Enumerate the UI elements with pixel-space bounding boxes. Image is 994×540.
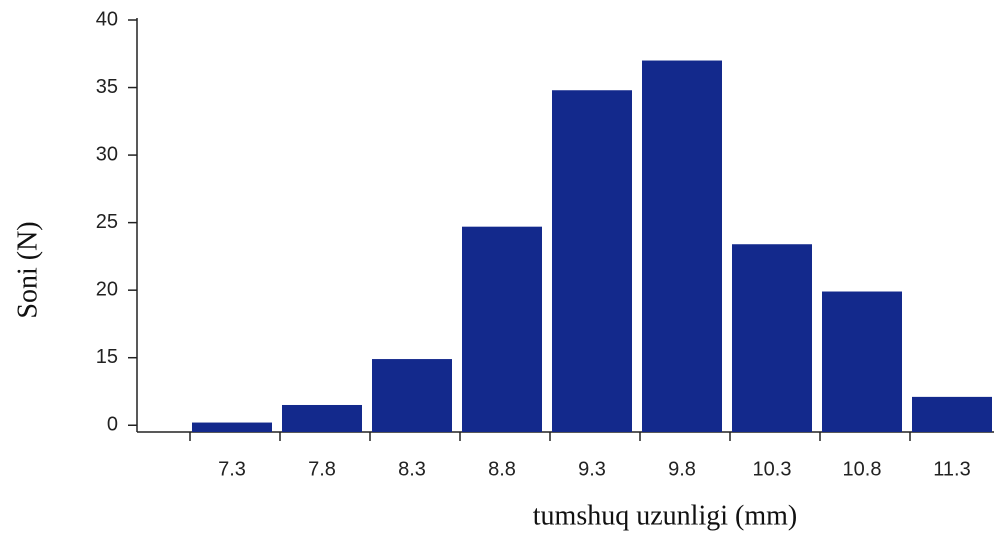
bar <box>822 291 902 432</box>
bar <box>912 396 992 432</box>
y-tick-label: 0 <box>107 414 118 436</box>
x-tick-label: 9.3 <box>578 458 606 480</box>
x-tick-label: 8.3 <box>398 458 426 480</box>
x-tick-label: 7.3 <box>218 458 246 480</box>
x-tick-label: 9.8 <box>668 458 696 480</box>
bar <box>642 60 722 432</box>
y-tick-label: 15 <box>96 346 118 368</box>
x-tick-label: 11.3 <box>933 458 970 480</box>
bar <box>372 359 452 432</box>
y-tick-label: 40 <box>96 8 118 30</box>
y-tick-label: 25 <box>96 211 118 233</box>
x-tick-label: 10.8 <box>843 458 882 480</box>
y-tick-label: 30 <box>96 143 118 165</box>
x-tick-label: 10.3 <box>753 458 792 480</box>
bar <box>192 422 272 432</box>
y-axis-title: Soni (N) <box>12 221 43 318</box>
bar <box>732 244 812 432</box>
y-tick-label: 35 <box>96 76 118 98</box>
x-axis-title: tumshuq uzunligi (mm) <box>533 500 797 531</box>
x-tick-label: 7.8 <box>308 458 336 480</box>
bar <box>282 404 362 432</box>
y-tick-label: 20 <box>96 278 118 300</box>
bar <box>462 226 542 432</box>
x-tick-label: 8.8 <box>488 458 516 480</box>
bar <box>552 90 632 433</box>
